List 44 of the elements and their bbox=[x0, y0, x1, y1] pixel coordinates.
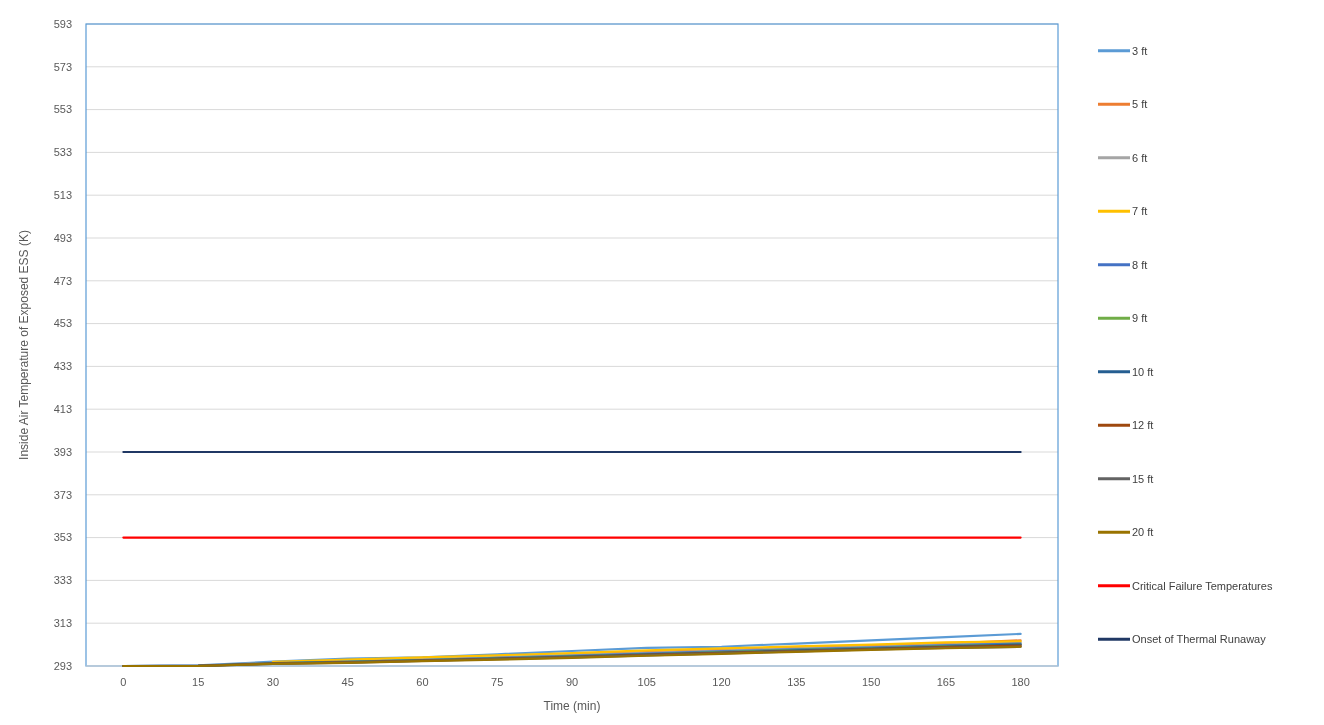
legend-label: 15 ft bbox=[1132, 472, 1154, 485]
legend-label: 6 ft bbox=[1132, 151, 1148, 164]
y-tick-label: 293 bbox=[53, 659, 72, 672]
y-tick-label: 493 bbox=[53, 231, 72, 244]
y-axis-title: Inside Air Temperature of Exposed ESS (K) bbox=[17, 230, 31, 460]
y-tick-label: 413 bbox=[53, 403, 72, 416]
y-tick-label: 593 bbox=[53, 17, 72, 30]
legend-label: 20 ft bbox=[1132, 526, 1154, 539]
legend-label: 3 ft bbox=[1132, 44, 1148, 57]
x-tick-label: 75 bbox=[491, 676, 504, 688]
x-tick-label: 90 bbox=[565, 676, 579, 688]
x-tick-label: 150 bbox=[861, 676, 881, 688]
y-tick-label: 453 bbox=[53, 317, 72, 330]
legend-label: 5 ft bbox=[1132, 98, 1148, 111]
y-tick-label: 353 bbox=[53, 531, 72, 544]
x-tick-label: 60 bbox=[416, 676, 429, 688]
legend-label: 7 ft bbox=[1132, 205, 1148, 218]
legend-label: 9 ft bbox=[1132, 312, 1148, 325]
x-tick-label: 135 bbox=[787, 676, 806, 688]
x-tick-label: 105 bbox=[637, 676, 656, 688]
y-tick-label: 473 bbox=[53, 274, 72, 287]
x-tick-label: 120 bbox=[712, 676, 731, 688]
y-tick-label: 313 bbox=[53, 617, 72, 630]
x-tick-label: 15 bbox=[192, 676, 205, 688]
legend-label: 10 ft bbox=[1132, 365, 1154, 378]
y-tick-label: 533 bbox=[53, 146, 72, 159]
legend-label: 12 ft bbox=[1132, 419, 1154, 432]
x-tick-label: 30 bbox=[266, 676, 280, 688]
legend-label: Critical Failure Temperatures bbox=[1132, 579, 1273, 592]
x-tick-label: 0 bbox=[120, 676, 127, 688]
x-tick-label: 165 bbox=[936, 676, 956, 688]
y-tick-label: 513 bbox=[53, 189, 72, 202]
y-tick-label: 553 bbox=[53, 103, 72, 116]
legend-label: 8 ft bbox=[1132, 258, 1148, 271]
y-tick-label: 573 bbox=[53, 60, 72, 73]
x-tick-label: 180 bbox=[1011, 676, 1030, 688]
x-tick-label: 45 bbox=[341, 676, 354, 688]
y-tick-label: 433 bbox=[53, 360, 72, 373]
legend-label: Onset of Thermal Runaway bbox=[1132, 633, 1267, 646]
x-axis-title: Time (min) bbox=[543, 699, 601, 713]
y-tick-label: 373 bbox=[53, 488, 72, 501]
line-series bbox=[271, 640, 1022, 664]
y-tick-label: 333 bbox=[53, 574, 72, 587]
y-tick-label: 393 bbox=[53, 445, 72, 458]
